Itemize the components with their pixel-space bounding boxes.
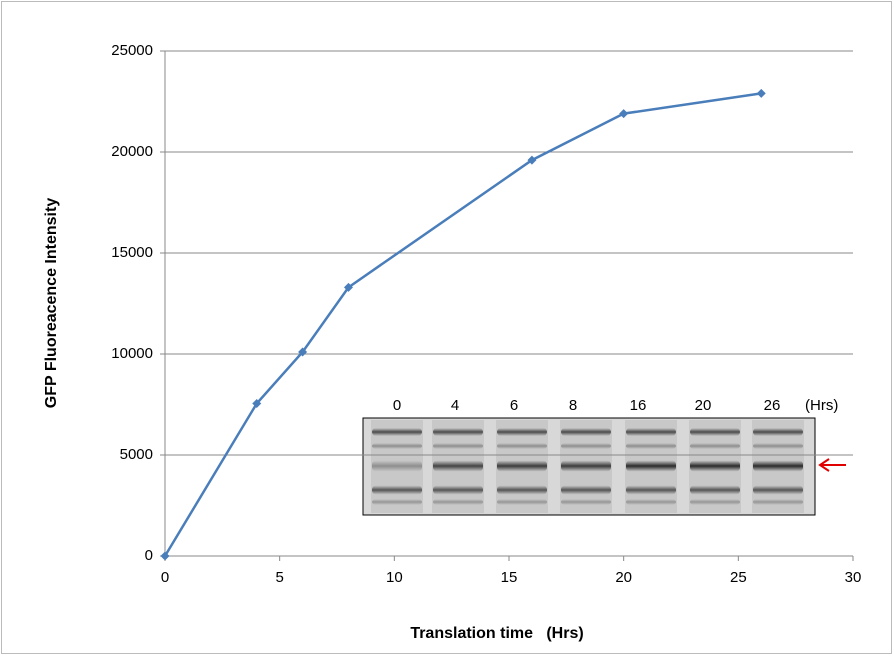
- x-tick-label: 10: [386, 569, 403, 586]
- gel-band: [626, 443, 676, 449]
- x-tick-label: 0: [161, 569, 169, 586]
- y-tick-label: 20000: [111, 143, 153, 160]
- gel-band: [497, 443, 547, 449]
- gel-band: [626, 499, 676, 505]
- gel-band: [497, 486, 547, 495]
- gel-band: [561, 486, 611, 495]
- x-axis-title: Translation time (Hrs): [410, 625, 583, 642]
- x-tick-label: 20: [615, 569, 632, 586]
- gel-band: [433, 486, 483, 495]
- gel-band: [433, 428, 483, 436]
- lane-label: 26: [764, 397, 781, 414]
- gel-band: [626, 428, 676, 436]
- gel-band: [690, 443, 740, 449]
- x-tick-label: 30: [845, 569, 862, 586]
- lane-label: 8: [569, 397, 577, 414]
- x-tick-label: 25: [730, 569, 747, 586]
- x-tick-label: 5: [275, 569, 283, 586]
- y-axis-title: GFP Fluoreacence Intensity: [43, 198, 60, 409]
- lane-label: 16: [630, 397, 647, 414]
- gel-band: [561, 461, 611, 472]
- y-tick-label: 25000: [111, 42, 153, 59]
- y-tick-label: 15000: [111, 244, 153, 261]
- gel-band: [497, 428, 547, 436]
- y-tick-label: 0: [145, 547, 153, 564]
- gel-band: [753, 428, 803, 436]
- gel-band: [372, 486, 422, 495]
- gel-band: [690, 499, 740, 505]
- gel-band: [626, 461, 676, 472]
- gel-band: [372, 461, 422, 472]
- gel-band: [433, 443, 483, 449]
- gel-band: [753, 499, 803, 505]
- gel-band: [561, 428, 611, 436]
- gel-band: [372, 428, 422, 436]
- lane-label: 0: [393, 397, 401, 414]
- gel-band: [433, 499, 483, 505]
- lane-unit: (Hrs): [805, 397, 838, 414]
- gel-band: [433, 461, 483, 472]
- y-tick-label: 10000: [111, 345, 153, 362]
- gel-band: [753, 443, 803, 449]
- y-tick-label: 5000: [120, 446, 153, 463]
- gel-band: [372, 443, 422, 449]
- gel-band: [690, 428, 740, 436]
- gel-band: [690, 486, 740, 495]
- gel-band: [497, 499, 547, 505]
- lane-label: 20: [695, 397, 712, 414]
- chart: Translation time (Hrs) GFP Fluoreacence …: [0, 0, 894, 656]
- gel-band: [626, 486, 676, 495]
- gel-band: [561, 499, 611, 505]
- gel-band: [372, 499, 422, 505]
- gel-band: [753, 461, 803, 472]
- lane-label: 4: [451, 397, 459, 414]
- lane-label: 6: [510, 397, 518, 414]
- gel-band: [753, 486, 803, 495]
- gel-band: [561, 443, 611, 449]
- gel-band: [690, 461, 740, 472]
- x-tick-label: 15: [501, 569, 518, 586]
- gel-band: [497, 461, 547, 472]
